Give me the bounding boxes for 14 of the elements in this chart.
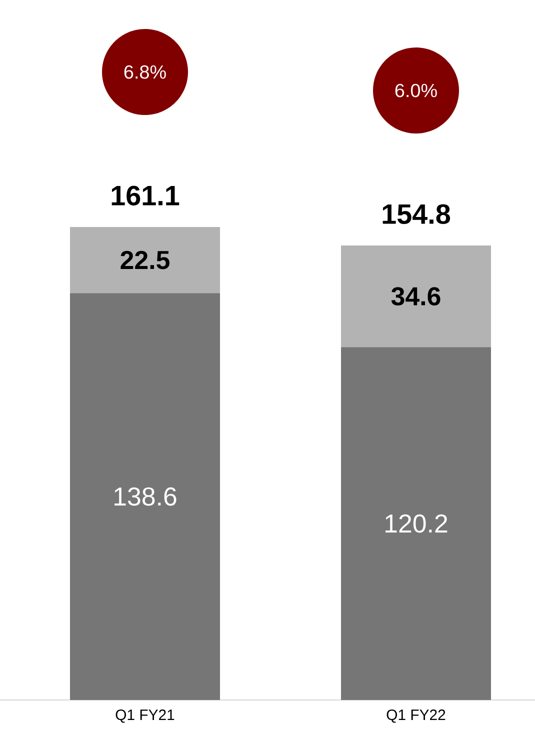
total-label: 154.8 (382, 204, 450, 224)
data-label: 138.6 (114, 487, 176, 506)
text: 6.8% (124, 65, 166, 79)
data-label: 22.5 (120, 250, 170, 270)
bar (341, 347, 491, 700)
data-label: 120.2 (386, 514, 448, 533)
bar (70, 227, 220, 294)
data-label: 34.6 (391, 287, 440, 306)
bar (341, 246, 491, 348)
total-label: 161.1 (112, 186, 180, 206)
x-tick-label: Q1 FY21 (116, 710, 174, 723)
x-tick-label: Q1 FY22 (386, 710, 446, 723)
bar (70, 293, 220, 700)
text: 6.0% (395, 84, 437, 98)
